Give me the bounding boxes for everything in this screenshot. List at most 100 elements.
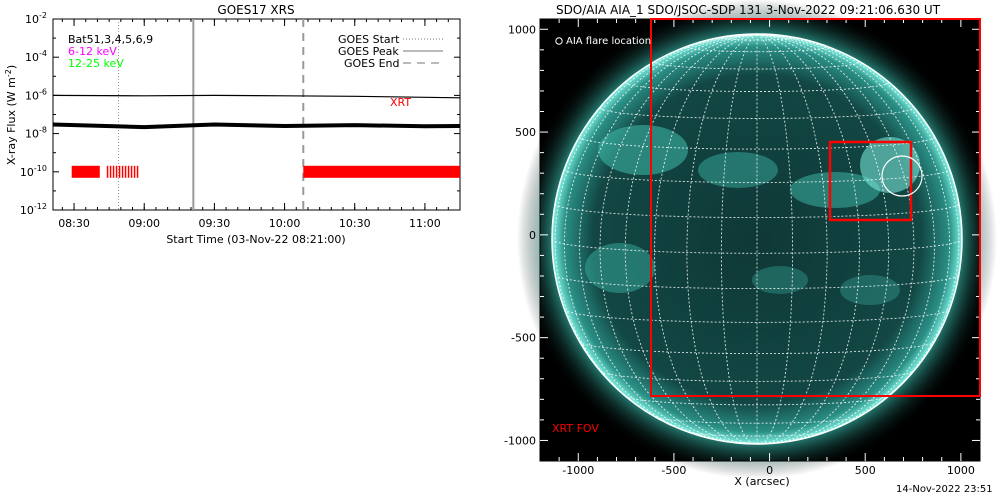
limb-outline: [551, 33, 963, 445]
legend-goes-peak: GOES Peak: [338, 45, 399, 58]
y-tick-base: 10: [25, 128, 39, 141]
longitude-line: [720, 34, 758, 444]
xrt-exposure-mark: [136, 165, 139, 178]
xrt-target-box: [828, 140, 913, 222]
xrt-exposure-mark: [127, 165, 130, 178]
xrt-exposure-mark: [124, 165, 127, 178]
xrt-exposure-bar: [71, 165, 100, 178]
longitude-line: [599, 34, 758, 444]
latitude-line: [624, 395, 890, 406]
y-tick-label: 1000: [508, 23, 536, 36]
x-tick-label: -1000: [562, 464, 594, 477]
y-tick-label: 10-12: [20, 202, 47, 217]
active-region: [790, 172, 880, 208]
goes-series-line: [52, 94, 461, 99]
xrt-exposure-mark: [118, 165, 121, 178]
active-region: [598, 125, 688, 175]
active-region: [698, 152, 778, 188]
longitude-line: [579, 34, 758, 444]
longitude-line: [756, 34, 950, 444]
x-tick-label: 1000: [947, 464, 975, 477]
goes-y-label-main: X-ray Flux (W m: [5, 77, 18, 165]
legend-bat: Bat51,3,4,5,6,9: [68, 33, 153, 46]
xrt-exposure-mark: [106, 165, 109, 178]
y-tick-label: 10-10: [20, 164, 47, 179]
legend-6-12: 6-12 keV: [68, 45, 117, 58]
longitude-line: [756, 34, 890, 444]
xrt-exposure-mark: [112, 165, 115, 178]
x-tick-label: 08:30: [58, 217, 90, 230]
xrt-fov-label: XRT FOV: [552, 422, 599, 435]
xrt-exposure-mark: [109, 165, 112, 178]
y-tick-label: 10-8: [25, 126, 47, 141]
legend-goes-start: GOES Start: [338, 33, 400, 46]
longitude-line: [564, 34, 758, 444]
y-tick-label: 10-4: [25, 49, 47, 64]
latitude-line: [579, 341, 935, 355]
x-tick-label: 10:00: [269, 217, 301, 230]
y-tick-base: 10: [25, 89, 39, 102]
aia-x-label: X (arcsec): [734, 475, 789, 488]
y-tick-label: 500: [515, 126, 536, 139]
plot-timestamp: 14-Nov-2022 23:51: [896, 484, 993, 495]
x-tick-label: 0: [766, 464, 773, 477]
y-tick-label: 10-6: [25, 87, 47, 102]
flare-location-circle: [881, 155, 923, 197]
flare-legend-label: AIA flare location: [566, 36, 651, 47]
goes-x-label: Start Time (03-Nov-22 08:21:00): [166, 233, 345, 246]
x-tick-label: 10:30: [339, 217, 371, 230]
xrt-curve-label: XRT: [390, 96, 411, 109]
xrt-exposure-mark: [115, 165, 118, 178]
xrt-fov-box: [650, 18, 981, 397]
y-tick-exp: -6: [39, 87, 47, 96]
active-region: [860, 137, 920, 193]
x-tick-label: 500: [855, 464, 876, 477]
active-region: [752, 266, 808, 294]
goes-time-lines: [117, 19, 305, 210]
longitude-line: [756, 34, 794, 444]
latitude-line: [686, 46, 828, 53]
legend-goes-end: GOES End: [344, 57, 400, 70]
longitude-line: [756, 34, 935, 444]
longitude-line: [756, 34, 860, 444]
xrt-intervals: [71, 165, 460, 178]
goes-y-label-close: ): [5, 65, 18, 69]
aia-image-panel: SDO/AIA AIA_1 SDO/JSOC-SDP 131 3-Nov-202…: [504, 0, 997, 488]
y-tick-label: -500: [511, 332, 536, 345]
y-tick-exp: -10: [34, 164, 47, 173]
y-tick-base: 10: [20, 166, 34, 179]
y-tick-label: 10-2: [25, 11, 47, 26]
x-tick-label: -500: [661, 464, 686, 477]
longitude-line: [654, 34, 758, 444]
xrt-exposure-mark: [130, 165, 133, 178]
active-region: [585, 243, 655, 293]
y-tick-base: 10: [25, 51, 39, 64]
goes-series: [52, 94, 461, 130]
xrt-exposure-mark: [133, 165, 136, 178]
active-region: [840, 275, 900, 305]
goes-title: GOES17 XRS: [217, 3, 294, 17]
x-tick-label: 09:30: [199, 217, 231, 230]
xrt-exposure-bar: [303, 165, 460, 178]
y-tick-exp: -8: [39, 126, 47, 135]
y-tick-base: 10: [20, 204, 34, 217]
y-tick-exp: -4: [39, 49, 47, 58]
x-tick-label: 11:00: [409, 217, 441, 230]
y-tick-label: 0: [529, 229, 536, 242]
y-tick-exp: -12: [34, 202, 47, 211]
y-tick-base: 10: [25, 13, 39, 26]
goes-x-ticks: 08:30 09:00 09:30 10:00 10:30 11:00: [58, 19, 461, 230]
xrt-exposure-mark: [121, 165, 124, 178]
flare-legend-marker-icon: [555, 37, 563, 45]
goes-y-label: X-ray Flux (W m-2): [4, 65, 18, 165]
y-tick-exp: -2: [39, 11, 47, 20]
longitude-line: [624, 34, 758, 444]
longitude-line: [756, 34, 915, 444]
y-tick-label: -1000: [504, 434, 536, 447]
legend-12-25: 12-25 keV: [68, 57, 124, 70]
goes-series-line: [52, 122, 461, 130]
goes-y-label-exp: -2: [4, 69, 13, 77]
x-tick-label: 09:00: [128, 217, 160, 230]
